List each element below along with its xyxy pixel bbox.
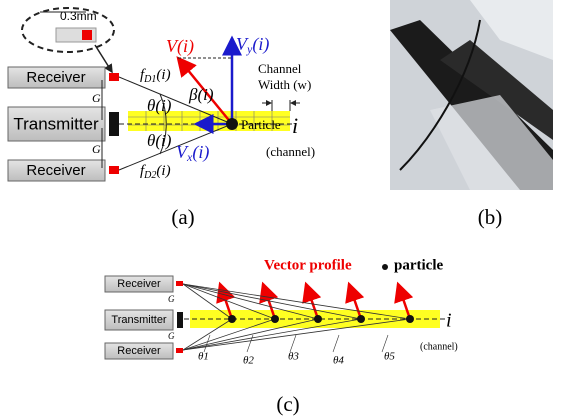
gap-label: G bbox=[168, 294, 175, 304]
caption: (a) bbox=[171, 205, 194, 229]
vx-label: Vx(i) bbox=[176, 142, 209, 164]
v-label: V(i) bbox=[166, 36, 194, 57]
width-label: Width (w) bbox=[258, 77, 311, 92]
theta-leader bbox=[290, 335, 296, 352]
vector-profile-label: Vector profile bbox=[264, 257, 352, 273]
receiver-sensor bbox=[176, 281, 183, 286]
theta-label: θ(i) bbox=[147, 96, 172, 115]
theta-label: θ1 bbox=[198, 351, 209, 363]
theta-label: θ(i) bbox=[147, 131, 172, 150]
particle-label: Particle bbox=[241, 117, 281, 132]
transmitter-element bbox=[177, 312, 183, 328]
particle-label: particle bbox=[394, 257, 443, 273]
figure: 0.3mm Receiver Transmitter Receiver G G … bbox=[0, 0, 574, 419]
axis-label: i bbox=[292, 113, 298, 138]
theta-label: θ3 bbox=[288, 351, 299, 363]
width-label: Channel bbox=[258, 61, 302, 76]
caption: (c) bbox=[276, 392, 299, 416]
page: {"panel_a": {"inset_label": "0.3mm", "re… bbox=[0, 0, 574, 419]
gap-label: G bbox=[92, 142, 101, 156]
transmitter-label: Transmitter bbox=[111, 314, 167, 326]
receiver-label: Receiver bbox=[26, 162, 85, 179]
theta-leader bbox=[382, 335, 388, 352]
receiver-label: Receiver bbox=[117, 345, 161, 357]
receiver-label: Receiver bbox=[117, 278, 161, 290]
particle bbox=[357, 315, 365, 323]
receiver-label: Receiver bbox=[26, 69, 85, 86]
panel-b: (b) bbox=[390, 0, 553, 229]
transmitter-label: Transmitter bbox=[13, 114, 99, 133]
fd2-label: fD2(i) bbox=[140, 163, 171, 181]
particle bbox=[314, 315, 322, 323]
inset-label: 0.3mm bbox=[60, 9, 97, 23]
inset-sensor bbox=[82, 30, 92, 40]
transmitter-element bbox=[109, 112, 119, 136]
caption: (b) bbox=[478, 205, 503, 229]
receiver-sensor bbox=[109, 166, 119, 174]
channel-label: (channel) bbox=[420, 341, 458, 352]
beta-label: β(i) bbox=[188, 85, 214, 104]
axis-label: i bbox=[446, 310, 452, 332]
gap-label: G bbox=[168, 331, 175, 341]
fd1-label: fD1(i) bbox=[140, 67, 171, 85]
theta-leader bbox=[333, 335, 339, 352]
theta-label: θ5 bbox=[384, 351, 395, 363]
particle bbox=[406, 315, 414, 323]
vy-label: Vy(i) bbox=[236, 34, 269, 56]
particle bbox=[228, 315, 236, 323]
theta-leader bbox=[204, 335, 210, 352]
theta-label: θ4 bbox=[333, 355, 344, 367]
panel-a: 0.3mm Receiver Transmitter Receiver G G … bbox=[8, 8, 315, 229]
particle-legend bbox=[382, 264, 388, 270]
particle bbox=[226, 118, 238, 130]
gap-label: G bbox=[92, 91, 101, 105]
channel-label: (channel) bbox=[266, 144, 315, 159]
particle bbox=[271, 315, 279, 323]
receiver-sensor bbox=[176, 348, 183, 353]
panel-c: Vector profile particle Receiver Transmi… bbox=[105, 257, 458, 415]
theta-label: θ2 bbox=[243, 355, 254, 367]
theta-leader bbox=[247, 335, 253, 352]
receiver-sensor bbox=[109, 73, 119, 81]
